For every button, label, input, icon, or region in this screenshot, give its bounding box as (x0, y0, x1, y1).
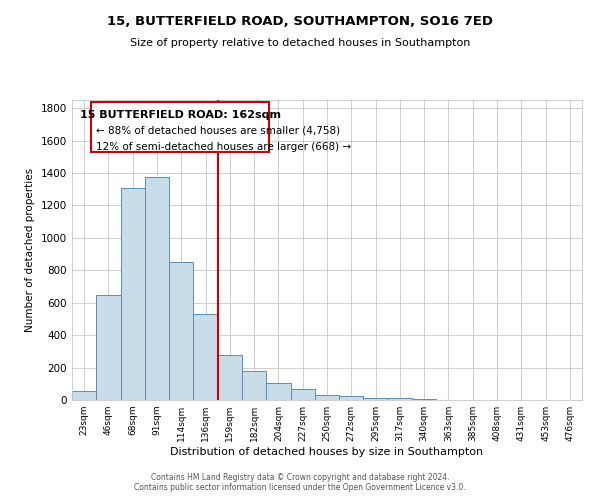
Bar (145, 177, 169, 400)
Bar (169, 262, 193, 400)
X-axis label: Distribution of detached houses by size in Southampton: Distribution of detached houses by size … (170, 447, 484, 457)
Bar (339, 396, 364, 400)
Bar (388, 398, 412, 400)
Text: Contains HM Land Registry data © Crown copyright and database right 2024.: Contains HM Land Registry data © Crown c… (151, 472, 449, 482)
Bar (96, 296, 121, 400)
Text: Size of property relative to detached houses in Southampton: Size of property relative to detached ho… (130, 38, 470, 48)
Y-axis label: Number of detached properties: Number of detached properties (25, 168, 35, 332)
Bar (242, 371, 266, 400)
Bar (364, 398, 388, 400)
Bar (121, 188, 145, 400)
Text: ← 88% of detached houses are smaller (4,758): ← 88% of detached houses are smaller (4,… (96, 126, 340, 136)
Bar (412, 399, 436, 400)
Bar (72, 391, 96, 400)
Text: 15, BUTTERFIELD ROAD, SOUTHAMPTON, SO16 7ED: 15, BUTTERFIELD ROAD, SOUTHAMPTON, SO16 … (107, 15, 493, 28)
Bar (266, 383, 290, 400)
Bar (218, 354, 242, 400)
Bar (290, 390, 315, 400)
Bar (315, 395, 339, 400)
FancyBboxPatch shape (91, 102, 269, 152)
Text: 15 BUTTERFIELD ROAD: 162sqm: 15 BUTTERFIELD ROAD: 162sqm (80, 110, 281, 120)
Text: 12% of semi-detached houses are larger (668) →: 12% of semi-detached houses are larger (… (96, 142, 352, 152)
Bar (193, 314, 218, 400)
Text: Contains public sector information licensed under the Open Government Licence v3: Contains public sector information licen… (134, 484, 466, 492)
